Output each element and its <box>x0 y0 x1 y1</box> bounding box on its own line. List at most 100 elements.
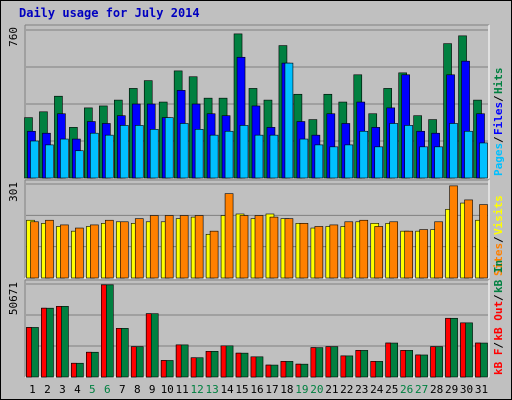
x-tick-label: 22 <box>340 383 353 396</box>
bar-kb-out <box>235 352 242 378</box>
x-tick-label: 12 <box>191 383 204 396</box>
legend-separator: / <box>492 342 505 349</box>
bar-pages <box>119 125 129 179</box>
bar-sites <box>374 226 384 279</box>
bar-kb-out <box>145 313 152 378</box>
bar-kb-out <box>115 328 122 378</box>
bar-sites <box>344 221 354 279</box>
bar-pages <box>419 146 428 179</box>
bar-kb-out <box>175 344 182 378</box>
bar-sites <box>449 185 458 279</box>
bar-kb-out <box>370 361 377 378</box>
bar-sites <box>119 221 129 279</box>
bar-kb-out <box>340 355 347 378</box>
bar-pages <box>90 132 99 179</box>
x-tick-label: 15 <box>235 383 248 396</box>
bar-pages <box>374 146 384 179</box>
bar-pages <box>254 134 264 179</box>
bar-kb-out <box>130 346 137 378</box>
bar-kb-out <box>310 347 317 378</box>
bar-kb-out <box>86 351 92 378</box>
legend-label: Hits <box>492 68 505 95</box>
bar-kb-out <box>295 363 302 378</box>
x-tick-label: 14 <box>220 383 234 396</box>
bar-kb-out <box>41 307 47 378</box>
bar-pages <box>224 130 234 179</box>
bar-pages <box>434 146 443 179</box>
x-tick-label: 10 <box>161 383 174 396</box>
legend-label: kB F <box>492 349 505 376</box>
bar-sites <box>299 223 309 279</box>
bar-pages <box>60 138 69 179</box>
legend-label: Sites <box>492 243 505 276</box>
bar-kb-out <box>56 306 62 378</box>
bar-kb-out <box>400 350 406 378</box>
bar-kb-out <box>385 342 392 378</box>
bar-sites <box>239 215 249 279</box>
bar-pages <box>209 134 219 179</box>
legend-separator: / <box>492 236 505 243</box>
bar-sites <box>464 199 473 279</box>
x-tick-label: 17 <box>265 383 278 396</box>
legend-label: Visits <box>492 195 505 235</box>
bar-sites <box>419 229 428 279</box>
bar-sites <box>389 221 399 279</box>
x-tick-label: 13 <box>205 383 218 396</box>
bar-pages <box>314 144 324 179</box>
bar-pages <box>134 125 144 179</box>
bar-kb-out <box>460 322 466 378</box>
bar-sites <box>194 215 204 279</box>
x-tick-label: 24 <box>370 383 384 396</box>
legend-separator: / <box>492 294 505 301</box>
bar-kb-out <box>160 360 167 378</box>
x-tick-label: 19 <box>295 383 308 396</box>
bar-sites <box>179 215 189 279</box>
bar-sites <box>224 193 234 279</box>
bar-sites <box>254 215 264 279</box>
bar-pages <box>449 123 458 179</box>
x-tick-label: 25 <box>385 383 398 396</box>
x-tick-label: 23 <box>355 383 368 396</box>
x-tick-label: 6 <box>104 383 111 396</box>
bar-pages <box>45 144 54 179</box>
bar-kb-out <box>415 354 421 378</box>
bar-kb-out <box>190 357 197 378</box>
bar-pages <box>149 129 159 179</box>
bar-sites <box>434 221 443 279</box>
bar-sites <box>134 218 144 279</box>
bar-pages <box>194 129 204 179</box>
bar-pages <box>75 150 84 179</box>
legend-separator: / <box>492 95 505 102</box>
bar-sites <box>105 219 114 279</box>
bar-kb-out <box>220 345 227 378</box>
bar-pages <box>239 125 249 179</box>
bar-kb-out <box>26 327 32 378</box>
bar-kb-out <box>265 364 272 378</box>
bar-pages <box>164 117 174 179</box>
bar-kb-out <box>430 346 436 378</box>
bar-kb-out <box>250 356 257 378</box>
bar-kb-out <box>325 346 332 378</box>
bar-kb-out <box>475 342 481 378</box>
bar-pages <box>105 134 114 179</box>
x-tick-label: 8 <box>134 383 141 396</box>
bar-pages <box>329 146 339 179</box>
bar-sites <box>90 224 99 279</box>
x-tick-label: 31 <box>475 383 488 396</box>
bar-sites <box>209 230 219 279</box>
bar-pages <box>479 142 488 179</box>
bar-pages <box>464 130 473 179</box>
bar-sites <box>404 230 413 279</box>
x-tick-label: 26 <box>400 383 413 396</box>
bar-kb-out <box>355 350 362 378</box>
bar-sites <box>75 227 84 279</box>
y-max-label: 301 <box>7 182 20 202</box>
bar-pages <box>179 123 189 179</box>
x-tick-label: 28 <box>430 383 443 396</box>
bar-sites <box>329 224 339 279</box>
x-tick-label: 11 <box>176 383 189 396</box>
bar-sites <box>45 219 54 279</box>
bar-pages <box>359 130 369 179</box>
chart-title: Daily usage for July 2014 <box>19 6 200 20</box>
